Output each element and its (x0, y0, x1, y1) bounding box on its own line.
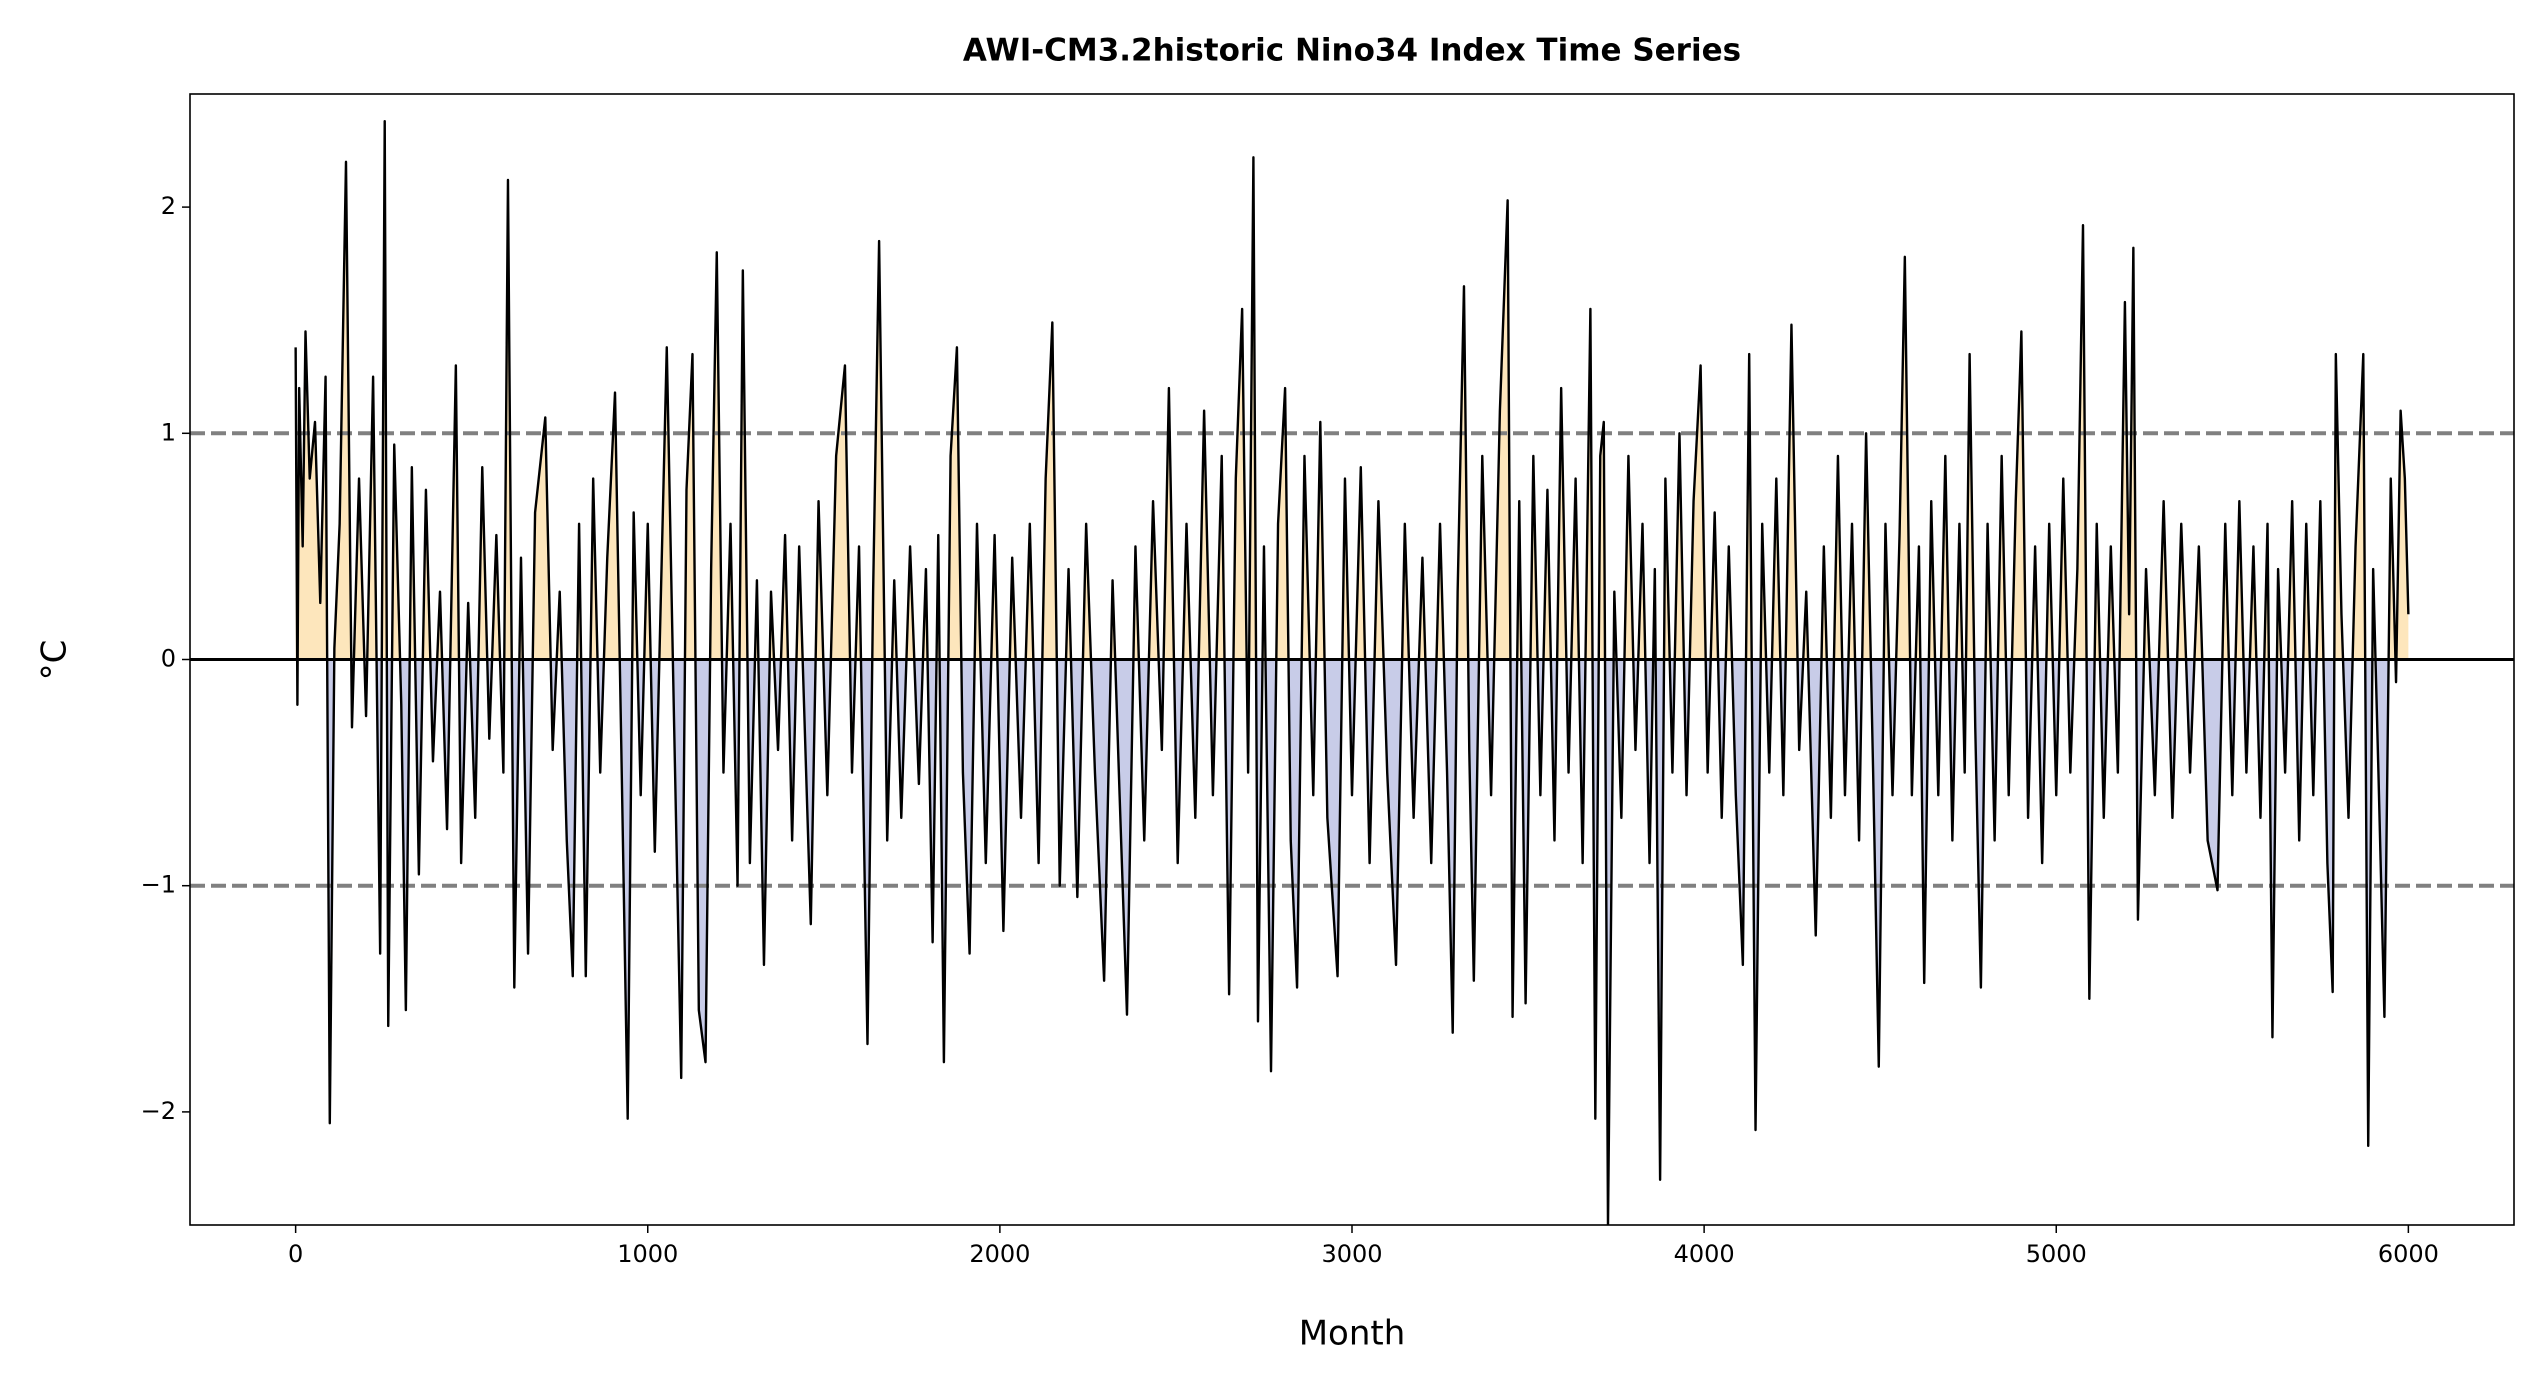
x-axis-label: Month (1299, 1314, 1406, 1354)
x-tick-label: 1000 (617, 1240, 678, 1268)
y-tick-label: 1 (161, 418, 176, 446)
x-tick-label: 5000 (2026, 1240, 2087, 1268)
x-tick-label: 2000 (969, 1240, 1030, 1268)
x-tick-label: 6000 (2378, 1240, 2439, 1268)
series-line (294, 119, 2410, 1225)
negative-fill (295, 659, 2409, 1225)
y-tick-label: −1 (141, 871, 176, 899)
x-tick-label: 3000 (1321, 1240, 1382, 1268)
y-tick-label: −2 (141, 1097, 176, 1125)
plot-area (190, 119, 2514, 1225)
x-tick-label: 0 (288, 1240, 303, 1268)
y-tick-label: 2 (161, 192, 176, 220)
y-axis-label: °C (35, 640, 75, 681)
plot-frame (189, 93, 2515, 1226)
chart-title: AWI-CM3.2historic Nino34 Index Time Seri… (963, 33, 1741, 69)
x-tick-label: 4000 (1674, 1240, 1735, 1268)
y-tick-label: 0 (161, 645, 176, 673)
